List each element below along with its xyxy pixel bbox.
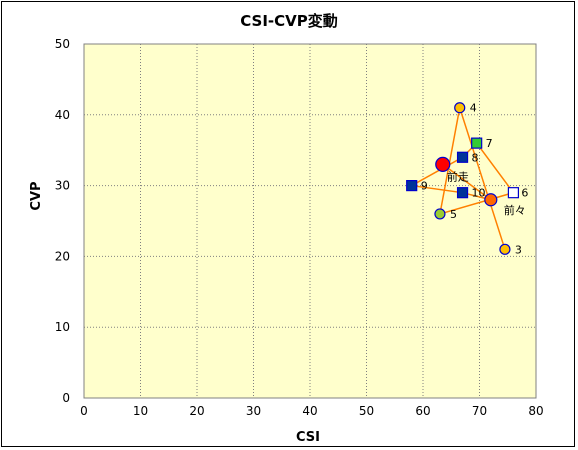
- point-marker-circle: [499, 243, 511, 255]
- point-marker-circle: [484, 193, 498, 207]
- point-label: 3: [515, 243, 522, 256]
- series-line: [409, 107, 515, 250]
- point-marker-circle: [434, 208, 446, 220]
- data-points: [406, 102, 519, 255]
- point-label: 4: [470, 102, 477, 115]
- y-tick-label: 10: [55, 320, 70, 334]
- point-marker-square: [406, 180, 418, 192]
- point-marker-square: [507, 187, 519, 199]
- x-tick-label: 40: [302, 404, 317, 418]
- chart-title: CSI-CVP変動: [240, 12, 338, 30]
- x-tick-label: 50: [359, 404, 374, 418]
- y-tick-label: 0: [62, 391, 70, 405]
- x-tick-label: 30: [246, 404, 261, 418]
- path-lines: [409, 107, 515, 250]
- point-label: 前走: [447, 169, 469, 183]
- x-axis-title: CSI: [296, 430, 320, 445]
- y-tick-label: 50: [55, 37, 70, 51]
- x-tick-label: 70: [472, 404, 487, 418]
- x-tick-label: 80: [528, 404, 543, 418]
- x-tick-label: 0: [80, 404, 88, 418]
- plot-border: [83, 43, 537, 399]
- point-label: 9: [421, 180, 428, 193]
- point-label: 6: [521, 187, 528, 200]
- point-label: 前々: [504, 203, 526, 217]
- point-marker-circle: [454, 102, 466, 114]
- y-axis-title: CVP: [29, 181, 44, 210]
- point-label: 8: [472, 151, 479, 164]
- point-label: 7: [486, 137, 493, 150]
- gridlines: [83, 43, 537, 399]
- tick-labels: 0 10 20 30 40 50 60 70 80 0 10 20 30 40 50: [55, 37, 544, 418]
- x-tick-label: 60: [415, 404, 430, 418]
- y-tick-label: 20: [55, 249, 70, 263]
- x-tick-label: 10: [133, 404, 148, 418]
- point-marker-square: [456, 151, 469, 163]
- point-marker-square: [471, 137, 483, 149]
- point-label: 10: [472, 187, 486, 200]
- point-marker-square: [456, 187, 469, 199]
- y-tick-label: 30: [55, 179, 70, 193]
- x-tick-label: 20: [189, 404, 204, 418]
- y-tick-label: 40: [55, 108, 70, 122]
- point-marker-circle: [435, 156, 451, 172]
- point-label: 5: [450, 208, 457, 221]
